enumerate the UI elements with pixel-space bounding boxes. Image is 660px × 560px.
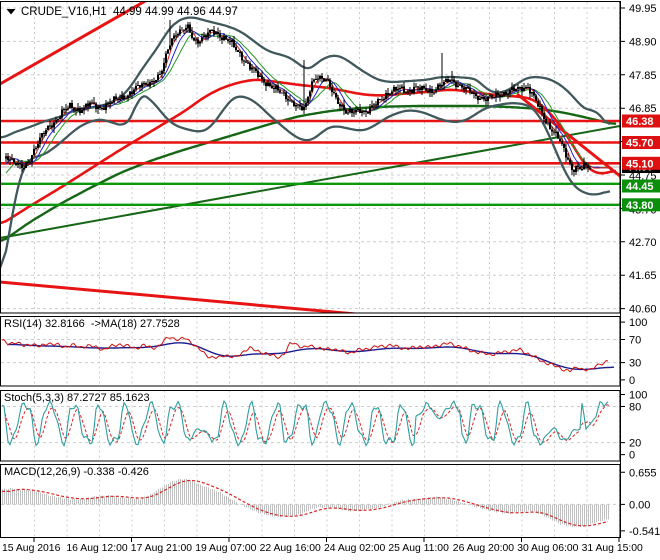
svg-text:48.90: 48.90 — [629, 36, 657, 48]
svg-text:MACD(12,26,9) -0.338 -0.426: MACD(12,26,9) -0.338 -0.426 — [4, 466, 149, 478]
svg-text:0: 0 — [629, 450, 635, 462]
svg-text:70: 70 — [629, 335, 641, 347]
svg-text:26 Aug 20:00: 26 Aug 20:00 — [453, 543, 514, 554]
svg-text:0.655: 0.655 — [629, 467, 657, 479]
svg-text:46.38: 46.38 — [626, 116, 654, 128]
svg-text:43.80: 43.80 — [626, 200, 654, 212]
svg-text:15 Aug 2016: 15 Aug 2016 — [2, 543, 61, 554]
svg-text:41.65: 41.65 — [629, 270, 657, 282]
svg-text:42.70: 42.70 — [629, 237, 657, 249]
svg-text:100: 100 — [629, 317, 647, 329]
svg-text:20: 20 — [629, 438, 641, 450]
svg-text:100: 100 — [629, 390, 647, 402]
svg-text:31 Aug 15:00: 31 Aug 15:00 — [582, 543, 643, 554]
svg-text:45.10: 45.10 — [626, 159, 654, 171]
svg-text:22 Aug 16:00: 22 Aug 16:00 — [260, 543, 321, 554]
svg-text:-0.541: -0.541 — [629, 526, 660, 538]
svg-text:25 Aug 11:00: 25 Aug 11:00 — [388, 543, 449, 554]
svg-text:16 Aug 12:00: 16 Aug 12:00 — [66, 543, 127, 554]
svg-text:44.75: 44.75 — [629, 171, 657, 183]
svg-text:47.85: 47.85 — [629, 70, 657, 82]
svg-text:30: 30 — [629, 358, 641, 370]
svg-text:0.00: 0.00 — [629, 499, 650, 511]
svg-text:Stoch(5,3,3) 87.2727 85.1623: Stoch(5,3,3) 87.2727 85.1623 — [4, 392, 150, 404]
svg-text:RSI(14) 32.8166 ->MA(18) 27.7: RSI(14) 32.8166 ->MA(18) 27.7528 — [4, 318, 180, 330]
svg-text:46.85: 46.85 — [629, 103, 657, 115]
svg-text:0: 0 — [629, 375, 635, 387]
svg-text:49.95: 49.95 — [629, 3, 657, 15]
svg-text:44.45: 44.45 — [626, 181, 654, 193]
svg-text:19 Aug 07:00: 19 Aug 07:00 — [195, 543, 256, 554]
svg-text:17 Aug 21:00: 17 Aug 21:00 — [131, 543, 192, 554]
svg-text:30 Aug 06:00: 30 Aug 06:00 — [517, 543, 578, 554]
svg-text:40.60: 40.60 — [629, 304, 657, 316]
svg-text:CRUDE_V16,H1 44.99 44.99 44.9: CRUDE_V16,H1 44.99 44.99 44.96 44.97 — [21, 6, 238, 18]
svg-text:80: 80 — [629, 402, 641, 414]
svg-text:24 Aug 02:00: 24 Aug 02:00 — [324, 543, 385, 554]
svg-text:45.70: 45.70 — [626, 138, 654, 150]
